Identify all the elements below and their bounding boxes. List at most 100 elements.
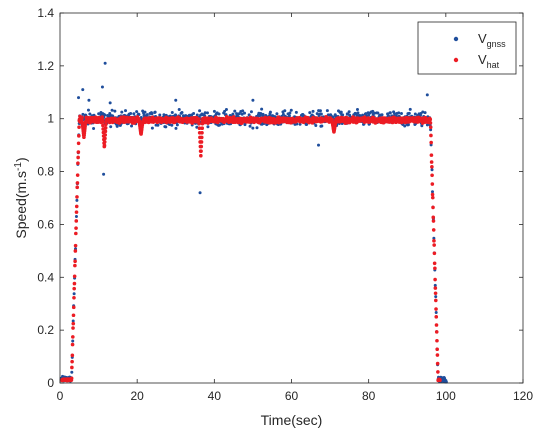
vgnss-point	[72, 292, 76, 296]
vhat-point	[70, 365, 74, 370]
vhat-point	[71, 313, 76, 318]
vgnss-point	[275, 112, 279, 116]
vhat-point	[430, 182, 435, 186]
vgnss-point	[143, 110, 147, 114]
vgnss-point	[77, 96, 81, 100]
vgnss-point	[103, 61, 107, 65]
legend-box	[417, 21, 517, 75]
vgnss-point	[367, 113, 371, 117]
vgnss-point	[195, 113, 199, 117]
vgnss-point	[92, 127, 96, 131]
x-tick-label: 40	[208, 389, 222, 403]
vhat-point	[438, 378, 442, 383]
vgnss-point	[325, 109, 329, 113]
x-tick-label: 60	[285, 389, 299, 403]
vhat-point	[435, 347, 439, 352]
vhat-point	[75, 173, 80, 177]
vgnss-point	[318, 109, 322, 113]
vhat-point	[431, 205, 435, 210]
vgnss-point	[407, 111, 411, 115]
vgnss-point	[198, 109, 202, 113]
vhat-point	[75, 181, 80, 185]
vhat-point	[435, 361, 440, 366]
vgnss-point	[74, 214, 78, 218]
vhat-point	[101, 123, 105, 128]
vhat-point	[70, 353, 75, 358]
series-vhat-points	[60, 114, 442, 383]
vgnss-point	[110, 108, 114, 112]
vgnss-point	[386, 112, 390, 116]
vgnss-point	[376, 111, 380, 115]
vgnss-point	[429, 128, 433, 132]
legend-vhat-main: V	[478, 52, 487, 67]
vhat-point	[73, 259, 77, 264]
vgnss-point	[233, 109, 237, 113]
y-tick-label: 0.6	[37, 217, 54, 231]
vgnss-point	[421, 110, 425, 114]
vhat-point	[432, 239, 436, 243]
vgnss-point	[311, 109, 315, 113]
vgnss-point	[135, 110, 139, 114]
vgnss-point	[247, 113, 251, 117]
y-tick-label: 1.2	[37, 59, 54, 73]
vhat-point	[73, 263, 77, 268]
vhat-point	[199, 135, 204, 140]
legend-vhat-sub: hat	[487, 60, 500, 70]
vhat-point	[71, 321, 76, 326]
x-axis-label: Time(sec)	[261, 412, 323, 428]
vhat-point	[432, 243, 436, 247]
vhat-point	[73, 249, 78, 253]
vgnss-point	[361, 113, 365, 117]
vhat-point	[71, 335, 75, 339]
y-axis-label-close: )	[13, 157, 29, 162]
vgnss-point	[433, 283, 437, 287]
vhat-point	[428, 117, 433, 122]
x-tick-label: 120	[513, 389, 533, 403]
vgnss-point	[388, 111, 392, 115]
vgnss-point	[124, 109, 128, 113]
vhat-point	[200, 126, 205, 131]
vgnss-point	[175, 123, 179, 127]
vhat-point	[429, 140, 433, 145]
vhat-point	[430, 173, 434, 178]
vhat-point	[77, 134, 81, 138]
vgnss-point	[434, 311, 438, 315]
vgnss-point	[162, 113, 166, 117]
vgnss-point	[130, 124, 134, 128]
vgnss-point	[180, 110, 184, 114]
vgnss-point	[288, 111, 292, 115]
vgnss-point	[255, 126, 259, 130]
vhat-point	[428, 125, 433, 130]
vhat-point	[199, 153, 203, 158]
vgnss-point	[432, 236, 436, 240]
vhat-point	[429, 133, 433, 138]
vgnss-point	[132, 112, 136, 116]
vgnss-point	[71, 319, 75, 323]
vhat-point	[197, 121, 202, 126]
vgnss-point	[97, 112, 101, 116]
vhat-point	[77, 125, 81, 129]
vgnss-point	[319, 112, 323, 116]
vhat-point	[433, 277, 437, 282]
vhat-point	[431, 228, 436, 232]
vgnss-point	[243, 111, 247, 115]
vgnss-point	[109, 125, 113, 129]
vgnss-point	[223, 109, 227, 113]
vgnss-point	[281, 112, 285, 116]
vgnss-point	[260, 107, 264, 111]
vgnss-point	[224, 108, 228, 112]
legend-label-vgnss: Vgnss	[478, 31, 506, 49]
vgnss-point	[406, 123, 410, 127]
vgnss-point	[308, 111, 312, 115]
vgnss-point	[408, 107, 412, 111]
vhat-point	[432, 251, 437, 256]
vgnss-point	[287, 114, 291, 118]
vgnss-point	[150, 126, 154, 130]
vhat-point	[76, 141, 81, 146]
vhat-point	[435, 353, 440, 357]
vhat-point	[72, 274, 77, 279]
vhat-point	[199, 149, 203, 153]
vgnss-point	[430, 168, 434, 172]
vhat-point	[72, 281, 77, 286]
legend: Vgnss Vhat	[417, 21, 517, 75]
